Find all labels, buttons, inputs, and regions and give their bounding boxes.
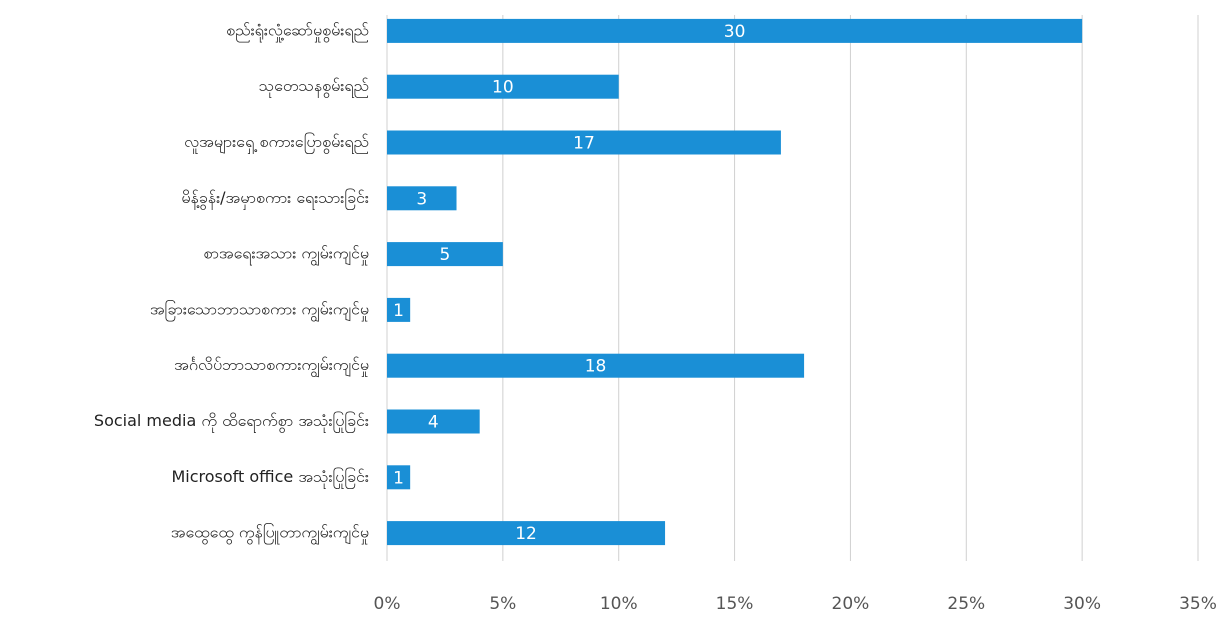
bar <box>387 409 480 434</box>
bar <box>387 242 503 267</box>
bar <box>387 18 1083 43</box>
data-label: 18 <box>585 357 607 377</box>
x-tick-label: 20% <box>832 594 870 614</box>
y-tick-label: Social media ကို ထိရောက်စွာ အသုံးပြုခြင်… <box>94 411 369 433</box>
data-label: 30 <box>724 22 746 42</box>
data-label: 17 <box>573 134 595 154</box>
x-tick-label: 35% <box>1179 594 1217 614</box>
y-tick-label: အထွေထွေ ကွန်ပြူတာကျွမ်းကျင်မှု <box>171 523 369 546</box>
y-tick-label: အခြားသောဘာသာစကား ကျွမ်းကျင်မှု <box>150 299 369 322</box>
data-label: 1 <box>393 468 404 488</box>
bar <box>387 130 781 155</box>
bar <box>387 186 457 211</box>
x-tick-label: 30% <box>1063 594 1101 614</box>
data-label: 10 <box>492 78 514 98</box>
x-tick-label: 10% <box>600 594 638 614</box>
bar <box>387 74 619 99</box>
bar <box>387 297 411 322</box>
data-label: 12 <box>515 524 537 544</box>
y-tick-label: စည်းရုံးလှုံ့ဆော်မှုစွမ်းရည် <box>226 20 369 42</box>
y-tick-label: လူအများရှေ့ စကားပြောစွမ်းရည် <box>184 132 369 154</box>
y-tick-label: မိန့်ခွန်း/အမှာစကား ရေးသားခြင်း <box>181 188 369 210</box>
data-label: 5 <box>440 245 451 265</box>
y-tick-label: Microsoft office အသုံးပြုခြင်း <box>171 467 369 489</box>
data-label: 4 <box>428 413 439 433</box>
data-label: 3 <box>416 189 427 209</box>
x-tick-label: 15% <box>716 594 754 614</box>
data-label: 1 <box>393 301 404 321</box>
y-tick-label: စာအရေးအသား ကျွမ်းကျင်မှု <box>203 244 369 267</box>
bar <box>387 353 805 378</box>
x-tick-label: 25% <box>947 594 985 614</box>
bar <box>387 465 411 490</box>
y-tick-label: အင်္ဂလိပ်ဘာသာစကားကျွမ်းကျင်မှု <box>174 355 369 378</box>
x-tick-label: 5% <box>489 594 516 614</box>
x-tick-label: 0% <box>374 594 401 614</box>
y-tick-label: သုတေသနစွမ်းရည် <box>259 76 369 98</box>
bar <box>387 521 666 546</box>
